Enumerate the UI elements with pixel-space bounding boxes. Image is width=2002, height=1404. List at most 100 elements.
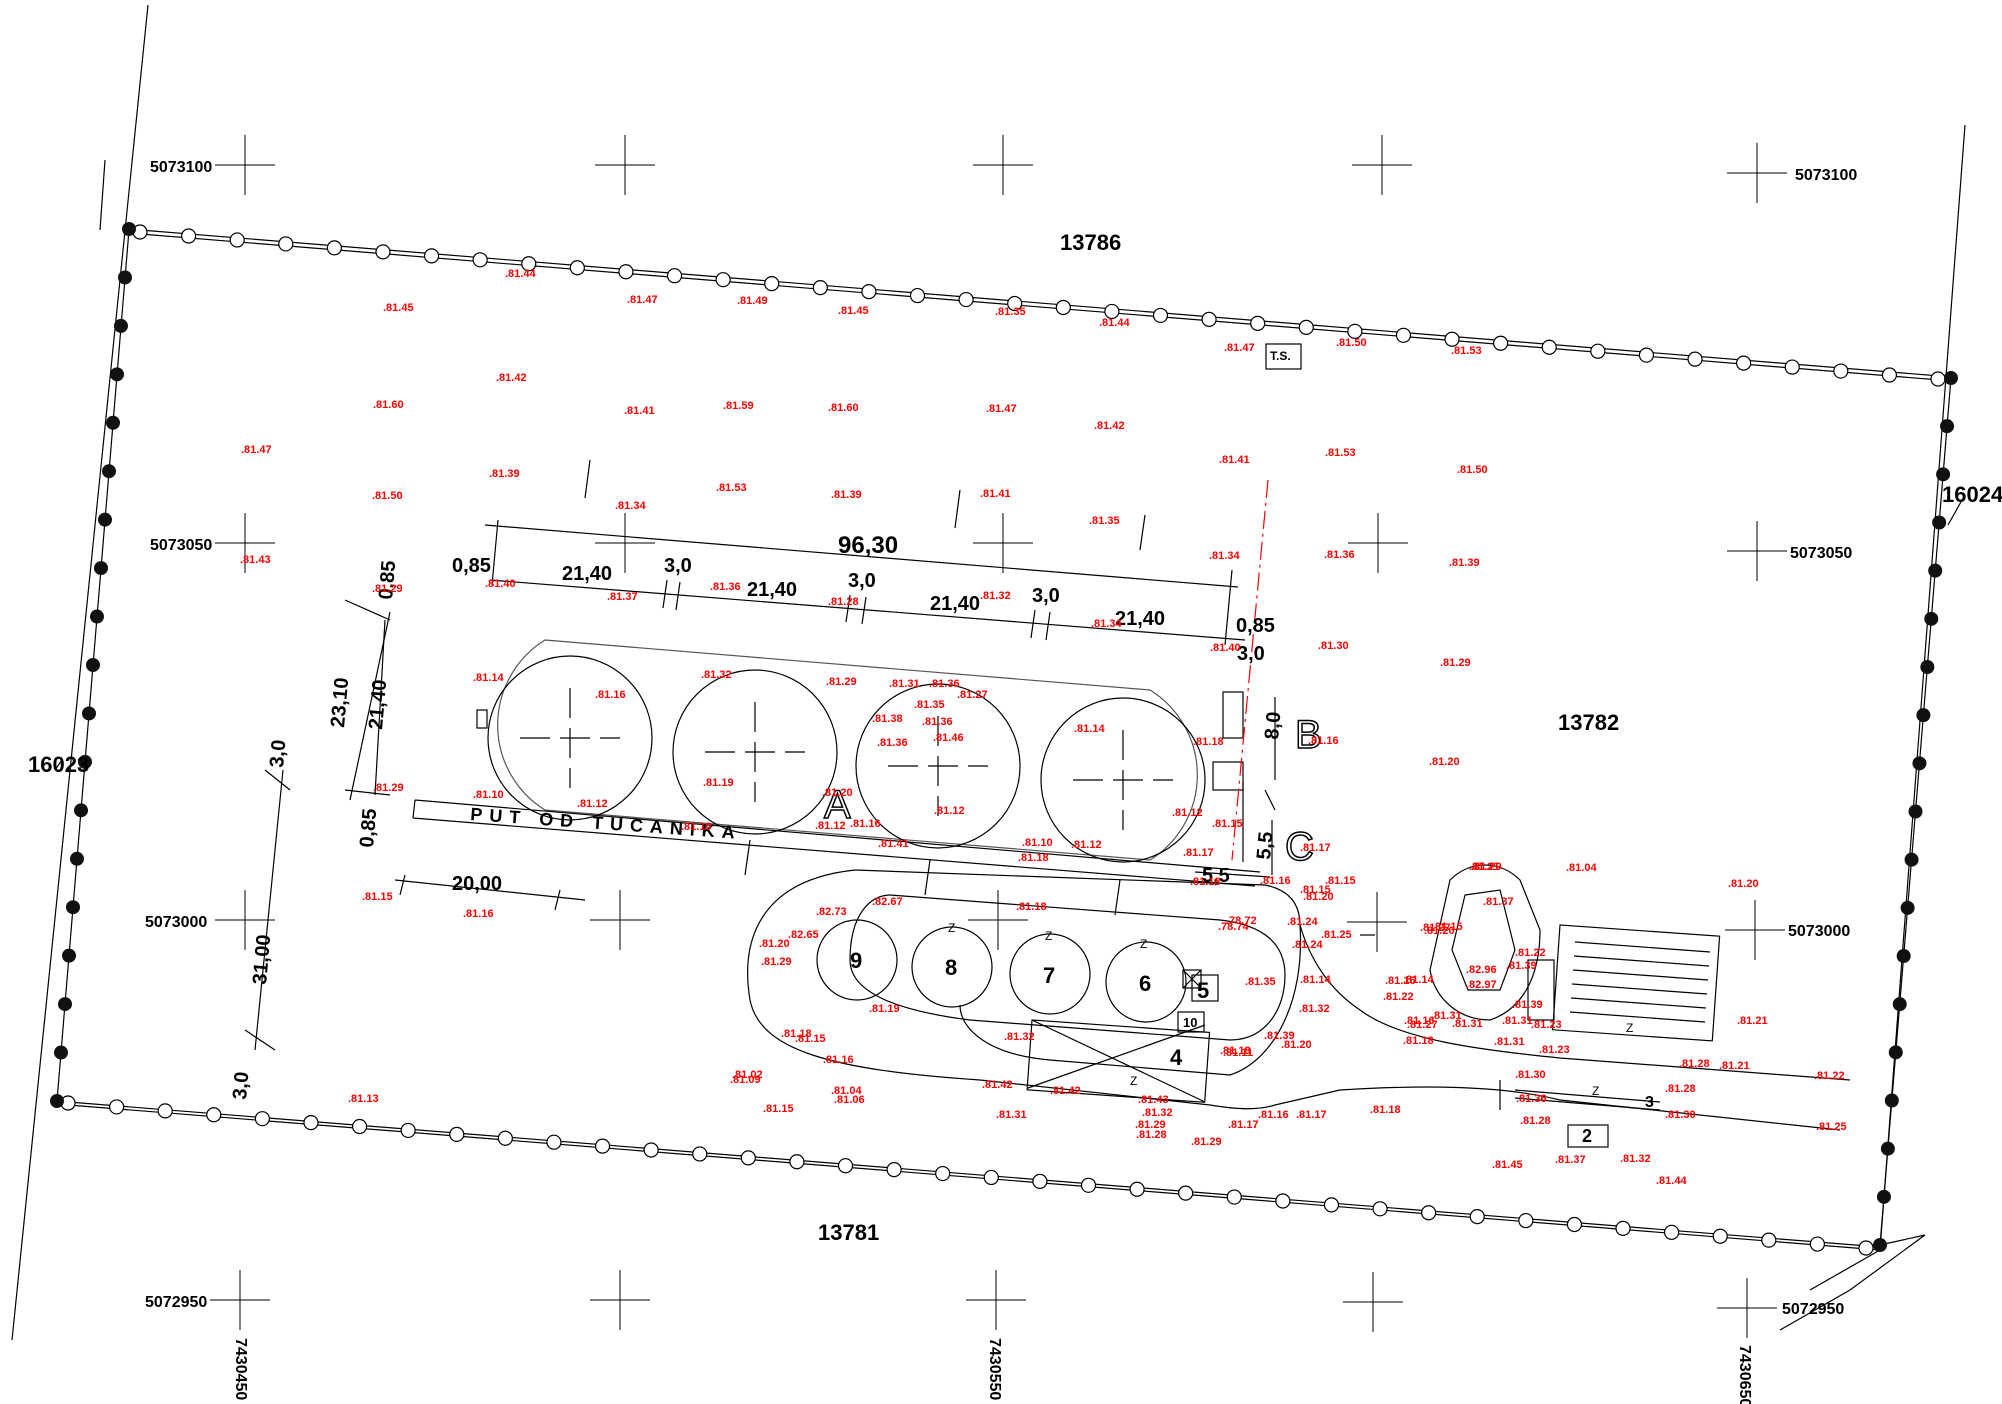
fence-side-post bbox=[50, 1094, 64, 1108]
z-label: Z bbox=[1592, 1084, 1599, 1098]
spot-height: .81.29 bbox=[1440, 657, 1471, 669]
spot-height: .81.30 bbox=[1515, 1069, 1546, 1081]
spot-height: .81.40 bbox=[1210, 642, 1241, 654]
fence-side-post bbox=[122, 222, 136, 236]
spot-height: .81.29 bbox=[372, 583, 403, 595]
spot-height: .81.32 bbox=[1004, 1031, 1035, 1043]
fence-post bbox=[108, 1099, 125, 1115]
grid-north-label-right: 5073000 bbox=[1788, 923, 1850, 940]
spot-height: .81.06 bbox=[834, 1094, 865, 1106]
fence-side-post bbox=[1876, 1189, 1891, 1204]
fence-post bbox=[594, 1138, 611, 1154]
fence-post bbox=[303, 1114, 319, 1131]
spot-height: .81.28 bbox=[1665, 1083, 1696, 1095]
spot-height: .81.60 bbox=[828, 402, 859, 414]
fence-post bbox=[1518, 1212, 1534, 1229]
spot-height: .81.36 bbox=[929, 678, 960, 690]
grid-north-label-right: 5073100 bbox=[1795, 167, 1857, 184]
spot-height: .81.14 bbox=[1074, 723, 1105, 735]
fence-side-post bbox=[1873, 1238, 1887, 1252]
spot-height: .81.31 bbox=[1502, 1015, 1533, 1027]
spot-height: .81.50 bbox=[1336, 337, 1367, 349]
fence-post bbox=[569, 260, 585, 276]
spot-height: .81.23 bbox=[1531, 1019, 1562, 1031]
fence-side-post bbox=[1936, 467, 1951, 482]
dim-seg2: 21,40 bbox=[747, 579, 797, 601]
fence-side-post bbox=[1920, 660, 1935, 674]
z-label: Z bbox=[1140, 937, 1147, 951]
spot-height: .81.18 bbox=[781, 1028, 812, 1040]
fence-post bbox=[1469, 1209, 1485, 1225]
tank-6-label: 6 bbox=[1139, 971, 1151, 996]
fence-post bbox=[1104, 303, 1120, 320]
spot-height: .81.22 bbox=[1515, 947, 1546, 959]
fence-side-post bbox=[1908, 804, 1923, 819]
spot-height: .81.10 bbox=[681, 821, 712, 833]
spot-height: .81.20 bbox=[822, 787, 853, 799]
spot-height: .81.16 bbox=[1308, 735, 1339, 747]
spot-height: .81.18 bbox=[1016, 901, 1047, 913]
fence-post bbox=[886, 1162, 902, 1178]
fence-post bbox=[1833, 363, 1849, 379]
fence-post bbox=[375, 244, 391, 260]
fence-side-post bbox=[1888, 1045, 1903, 1060]
spot-height: .81.21 bbox=[1719, 1060, 1750, 1072]
spot-height: .81.11 bbox=[1223, 1047, 1253, 1059]
spot-height: .81.27 bbox=[1420, 922, 1451, 934]
fence-post bbox=[1541, 339, 1557, 355]
spot-height: .81.22 bbox=[1814, 1070, 1845, 1082]
fence-side-post bbox=[1940, 419, 1955, 434]
fence-post bbox=[1152, 307, 1169, 324]
spot-height: .81.24 bbox=[1292, 939, 1323, 951]
spot-height: .81.35 bbox=[1089, 515, 1120, 527]
fence-post bbox=[1421, 1205, 1437, 1221]
spot-height: .81.59 bbox=[723, 400, 754, 412]
fence-post bbox=[1055, 299, 1071, 316]
spot-height: .78.72 bbox=[1226, 915, 1257, 927]
parcel-far-east: 16024 bbox=[1942, 482, 2002, 507]
fence-post bbox=[1007, 295, 1023, 312]
spot-height: .81.37 bbox=[1483, 896, 1514, 908]
fence-post bbox=[180, 228, 197, 244]
fence-side-post bbox=[1904, 852, 1919, 867]
spot-height: .81.36 bbox=[1324, 549, 1355, 561]
spot-height: .81.12 bbox=[1071, 839, 1102, 851]
dim-c-horiz: 5,5 bbox=[1202, 865, 1230, 887]
fence-post bbox=[1664, 1224, 1680, 1240]
parcel-west: 16023 bbox=[28, 752, 89, 777]
spot-height: .81.14 bbox=[473, 672, 504, 684]
spot-height: .81.19 bbox=[869, 1003, 900, 1015]
dim-v-inner: 21,40 bbox=[365, 679, 391, 731]
spot-height: .81.19 bbox=[703, 777, 734, 789]
spot-height: .82.73 bbox=[816, 906, 847, 918]
fence-post bbox=[1250, 315, 1266, 331]
dim-total: 96,30 bbox=[838, 532, 898, 559]
fence-post bbox=[1687, 351, 1703, 367]
fence-post bbox=[326, 240, 342, 256]
parcel-north: 13786 bbox=[1060, 230, 1121, 255]
fence-post bbox=[351, 1118, 368, 1135]
spot-height: .81.09 bbox=[730, 1074, 761, 1086]
z-label: Z bbox=[948, 921, 955, 935]
spot-height: .81.12 bbox=[1172, 807, 1203, 819]
dimension-lines bbox=[244, 459, 1276, 1051]
fence-post bbox=[472, 252, 488, 268]
fence-post bbox=[1809, 1236, 1826, 1252]
dim-left-mid: 31,00 bbox=[249, 934, 275, 986]
fence-post bbox=[449, 1126, 465, 1142]
spot-height: .81.31 bbox=[1431, 1010, 1462, 1022]
fence-posts bbox=[60, 224, 1946, 1256]
spot-height: .81.27 bbox=[1407, 1019, 1438, 1031]
fence-post bbox=[1881, 367, 1898, 383]
spot-height: .81.16 bbox=[1404, 1015, 1435, 1027]
spot-height: .81.42 bbox=[496, 372, 527, 384]
dim-seg1: 21,40 bbox=[562, 563, 612, 585]
spot-height: .81.28 bbox=[1136, 1129, 1167, 1141]
z-label: Z bbox=[1626, 1021, 1633, 1035]
spot-height: .81.36 bbox=[877, 737, 908, 749]
fence-side-post bbox=[1928, 563, 1943, 578]
spot-height: .81.15 bbox=[795, 1033, 826, 1045]
fence-side-post bbox=[1896, 949, 1911, 963]
parcel-boundaries bbox=[11, 4, 1966, 1341]
